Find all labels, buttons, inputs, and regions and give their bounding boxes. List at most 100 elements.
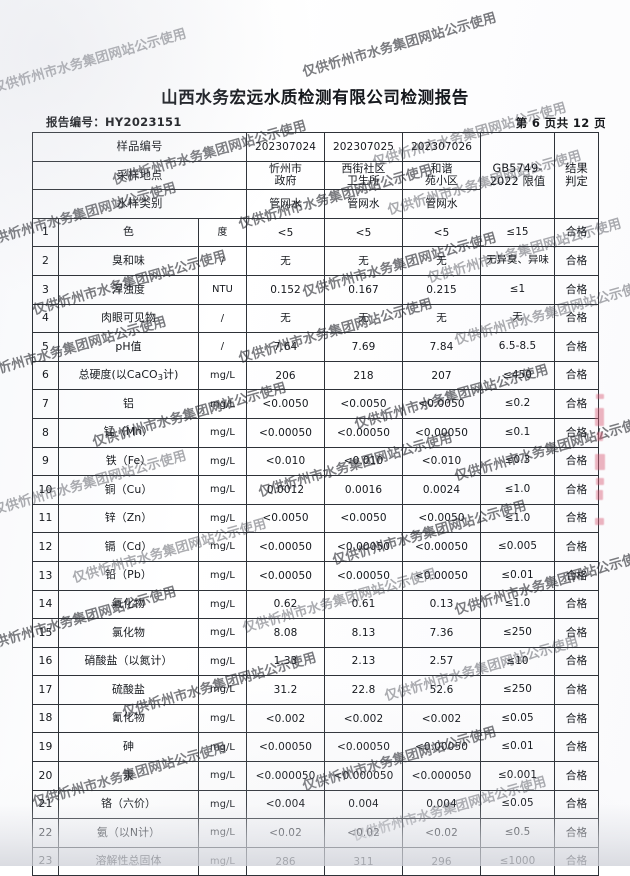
standard-limit: ≤250 xyxy=(480,618,556,648)
standard-limit: ≤0.001 xyxy=(480,761,556,791)
parameter-unit: NTU xyxy=(197,274,248,305)
result-judgement: 合格 xyxy=(554,332,600,362)
parameter-name: 臭和味 xyxy=(58,246,199,276)
value-sample-1: 0.152 xyxy=(246,274,326,305)
table-row: 23 溶解性总固体 mg/L 286 311 296 ≤1000 合格 xyxy=(32,846,600,876)
standard-limit: ≤0.3 xyxy=(480,446,556,477)
header-standard-limit: GB5749- 2022 限值 xyxy=(480,132,556,219)
value-sample-2: <0.00050 xyxy=(324,417,404,448)
row-index: 3 xyxy=(32,274,59,305)
value-sample-3: 0.004 xyxy=(402,789,482,820)
parameter-unit: mg/L xyxy=(197,646,248,677)
sampling-site-2-line1: 西街社区 xyxy=(341,161,386,175)
parameter-unit: / xyxy=(197,303,248,334)
page-indicator: 第 6 页共 12 页 xyxy=(515,116,606,130)
header-water-type-label: 水样类别 xyxy=(31,189,248,219)
sampling-site-1: 忻州市 政府 xyxy=(246,160,326,191)
standard-limit: ≤15 xyxy=(480,217,556,248)
result-judgement: 合格 xyxy=(554,217,600,248)
value-sample-3: <0.0050 xyxy=(402,389,482,419)
result-judgement: 合格 xyxy=(554,503,600,534)
row-index: 9 xyxy=(32,446,59,477)
parameter-name: 氯化物 xyxy=(58,618,199,648)
result-judgement: 合格 xyxy=(554,360,600,391)
sample-no-3: 202307026 xyxy=(402,132,482,162)
parameter-unit: mg/L xyxy=(197,503,248,534)
value-sample-3: <0.00050 xyxy=(402,732,482,763)
parameter-unit: mg/L xyxy=(197,846,248,876)
result-judgement: 合格 xyxy=(554,389,600,419)
standard-line-1: GB5749- xyxy=(492,162,543,176)
standard-limit: ≤450 xyxy=(480,360,556,391)
value-sample-1: 无 xyxy=(246,246,326,276)
result-line-2: 判定 xyxy=(565,175,588,189)
standard-limit: ≤0.01 xyxy=(480,560,556,591)
value-sample-3: 0.13 xyxy=(402,589,482,620)
value-sample-2: <0.00050 xyxy=(324,560,404,591)
parameter-unit: / xyxy=(197,246,248,276)
value-sample-1: <0.002 xyxy=(246,703,326,734)
standard-limit: ≤250 xyxy=(480,675,556,705)
result-judgement: 合格 xyxy=(554,446,600,477)
parameter-unit: mg/L xyxy=(197,475,248,505)
standard-limit: ≤0.05 xyxy=(480,789,556,820)
parameter-unit: mg/L xyxy=(197,389,248,419)
value-sample-3: <0.00050 xyxy=(402,532,482,562)
standard-limit: 无异臭、异味 xyxy=(480,246,556,276)
header-sample-no-label: 样品编号 xyxy=(31,132,248,162)
standard-limit: ≤1 xyxy=(480,274,556,305)
parameter-unit: mg/L xyxy=(197,560,248,591)
value-sample-3: 52.6 xyxy=(402,675,482,705)
standard-limit: ≤0.01 xyxy=(480,732,556,763)
value-sample-3: 207 xyxy=(402,360,482,391)
standard-limit: ≤10 xyxy=(480,646,556,677)
row-index: 6 xyxy=(32,360,59,391)
value-sample-3: 7.84 xyxy=(402,332,482,362)
value-sample-2: 311 xyxy=(324,846,404,876)
value-sample-1: <0.00050 xyxy=(246,560,326,591)
parameter-name: 浑浊度 xyxy=(58,274,199,305)
standard-limit: ≤1.0 xyxy=(480,503,556,534)
value-sample-3: <0.0050 xyxy=(402,503,482,534)
row-index: 13 xyxy=(32,560,59,591)
row-index: 15 xyxy=(32,618,59,648)
row-index: 12 xyxy=(32,532,59,562)
parameter-name: 镉（Cd） xyxy=(58,532,199,562)
value-sample-2: 无 xyxy=(324,303,404,334)
value-sample-1: <0.010 xyxy=(246,446,326,477)
value-sample-2: 无 xyxy=(324,246,404,276)
row-index: 4 xyxy=(32,303,59,334)
table-row: 20 汞 mg/L <0.000050 <0.000050 <0.000050 ≤0.001… xyxy=(32,761,600,791)
result-judgement: 合格 xyxy=(554,761,600,791)
report-number: 报告编号：HY2023151 xyxy=(46,115,182,129)
standard-limit: ≤1.0 xyxy=(480,475,556,505)
row-index: 1 xyxy=(32,217,59,248)
value-sample-3: <0.02 xyxy=(402,818,482,848)
page-title: 山西水务宏远水质检测有限公司检测报告 xyxy=(161,88,469,107)
value-sample-1: 8.08 xyxy=(246,618,326,648)
table-row: 8 锰（Mn） mg/L <0.00050 <0.00050 <0.00050 ≤0.1 合格 xyxy=(32,417,600,448)
value-sample-2: 218 xyxy=(324,360,404,391)
standard-limit: ≤1000 xyxy=(480,846,556,876)
header-sampling-site-label: 采样地点 xyxy=(31,160,248,191)
row-index: 19 xyxy=(32,732,59,763)
value-sample-2: <0.02 xyxy=(324,818,404,848)
row-index: 10 xyxy=(32,475,59,505)
value-sample-1: 0.0012 xyxy=(246,475,326,505)
parameter-unit: mg/L xyxy=(197,732,248,763)
result-judgement: 合格 xyxy=(554,703,600,734)
sampling-site-2-line2: 卫生所 xyxy=(347,174,380,188)
value-sample-3: 2.57 xyxy=(402,646,482,677)
value-sample-2: <0.010 xyxy=(324,446,404,477)
parameter-name: 铜（Cu） xyxy=(58,475,199,505)
value-sample-1: <0.004 xyxy=(246,789,326,820)
table-row: 3 浑浊度 NTU 0.152 0.167 0.215 ≤1 合格 xyxy=(32,274,600,305)
table-row: 13 铅（Pb） mg/L <0.00050 <0.00050 <0.00050 ≤0.01… xyxy=(32,560,600,591)
parameter-unit: mg/L xyxy=(197,675,248,705)
value-sample-3: 0.0024 xyxy=(402,475,482,505)
result-judgement: 合格 xyxy=(554,274,600,305)
water-quality-table: 样品编号 202307024 202307025 202307026 GB574… xyxy=(31,132,600,876)
header-row-sampling-site: 采样地点 忻州市 政府 西街社区 卫生所 和谐 苑小区 xyxy=(31,160,599,191)
table-row: 9 铁（Fe） mg/L <0.010 <0.010 <0.010 ≤0.3 合格 xyxy=(32,446,600,477)
parameter-name: 铅（Pb） xyxy=(58,560,199,591)
